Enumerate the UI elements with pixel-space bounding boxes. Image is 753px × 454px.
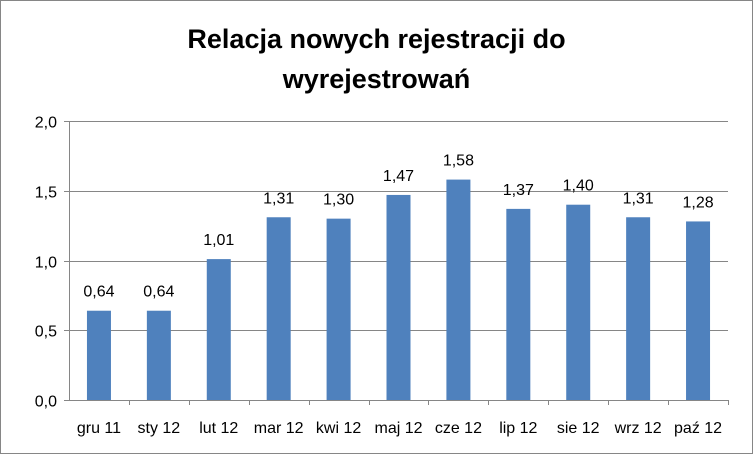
x-tick-label: gru 11 xyxy=(77,420,121,437)
labels: 0,0 0,5 1,0 1,5 2,0 0,64 gru 11 0,64 sty 12 1,01 l… xyxy=(35,115,722,438)
bar xyxy=(686,221,711,400)
data-label: 1,31 xyxy=(623,190,654,207)
y-tick-label: 0,5 xyxy=(35,324,57,341)
x-tick-label: kwi 12 xyxy=(316,420,361,437)
bars xyxy=(86,179,711,400)
axes xyxy=(64,121,729,405)
bar xyxy=(626,217,651,400)
x-tick-label: sie 12 xyxy=(557,420,600,437)
x-tick-label: wrz 12 xyxy=(614,420,662,437)
bar xyxy=(386,194,411,400)
bar xyxy=(86,310,111,400)
x-tick-label: maj 12 xyxy=(374,420,422,437)
x-tick-label: cze 12 xyxy=(435,420,482,437)
x-tick-label: sty 12 xyxy=(138,420,181,437)
x-tick-label: mar 12 xyxy=(254,420,304,437)
bar xyxy=(506,208,531,400)
chart-title-line-1: Relacja nowych rejestracji do xyxy=(187,24,566,54)
data-label: 1,58 xyxy=(443,153,474,170)
x-tick-label: lut 12 xyxy=(199,420,238,437)
chart-title-line-2: wyrejestrowań xyxy=(282,64,471,94)
chart-title: Relacja nowych rejestracji do wyrejestro… xyxy=(1,19,752,99)
y-tick-label: 2,0 xyxy=(35,115,57,132)
bar xyxy=(566,204,591,400)
bar xyxy=(326,218,351,400)
bar xyxy=(266,217,291,400)
data-label: 0,64 xyxy=(83,284,114,301)
data-label: 1,47 xyxy=(383,168,414,185)
x-tick-label: lip 12 xyxy=(499,420,537,437)
data-label: 1,01 xyxy=(203,232,234,249)
bar xyxy=(446,179,471,400)
data-label: 1,31 xyxy=(263,190,294,207)
data-label: 1,30 xyxy=(323,192,354,209)
data-label: 1,40 xyxy=(563,178,594,195)
y-tick-label: 1,0 xyxy=(35,255,57,272)
bar xyxy=(146,310,171,400)
data-label: 1,28 xyxy=(682,194,713,211)
data-label: 1,37 xyxy=(503,182,534,199)
bar xyxy=(206,259,231,400)
y-tick-label: 1,5 xyxy=(35,185,57,202)
data-label: 0,64 xyxy=(143,284,174,301)
y-tick-label: 0,0 xyxy=(35,394,57,411)
x-tick-label: paź 12 xyxy=(674,420,722,437)
